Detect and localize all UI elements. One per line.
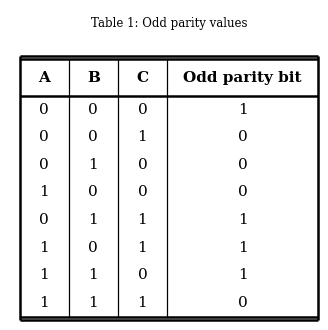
Text: A: A bbox=[38, 71, 50, 84]
Text: 1: 1 bbox=[39, 185, 49, 199]
Text: 1: 1 bbox=[238, 268, 247, 282]
Text: 0: 0 bbox=[39, 103, 49, 116]
Text: 0: 0 bbox=[138, 185, 147, 199]
Text: 1: 1 bbox=[138, 241, 147, 255]
Text: 1: 1 bbox=[138, 296, 147, 310]
Text: 1: 1 bbox=[89, 296, 98, 310]
Text: 0: 0 bbox=[39, 158, 49, 172]
Text: 1: 1 bbox=[39, 296, 49, 310]
Text: 0: 0 bbox=[89, 130, 98, 144]
Text: 1: 1 bbox=[238, 213, 247, 227]
Text: 0: 0 bbox=[89, 185, 98, 199]
Text: 0: 0 bbox=[138, 158, 147, 172]
Text: 0: 0 bbox=[238, 296, 247, 310]
Text: 0: 0 bbox=[138, 103, 147, 116]
Text: 0: 0 bbox=[138, 268, 147, 282]
Text: 1: 1 bbox=[89, 268, 98, 282]
Text: 0: 0 bbox=[238, 185, 247, 199]
Text: 1: 1 bbox=[238, 103, 247, 116]
Text: C: C bbox=[136, 71, 149, 84]
Text: B: B bbox=[87, 71, 100, 84]
Text: 1: 1 bbox=[39, 241, 49, 255]
Text: 1: 1 bbox=[39, 268, 49, 282]
Text: 0: 0 bbox=[39, 130, 49, 144]
Text: 1: 1 bbox=[238, 241, 247, 255]
Text: Table 1: Odd parity values: Table 1: Odd parity values bbox=[91, 16, 247, 30]
Text: 0: 0 bbox=[238, 158, 247, 172]
Text: 1: 1 bbox=[138, 130, 147, 144]
Text: 0: 0 bbox=[89, 103, 98, 116]
Text: 1: 1 bbox=[138, 213, 147, 227]
Text: Odd parity bit: Odd parity bit bbox=[183, 71, 302, 84]
Text: 0: 0 bbox=[238, 130, 247, 144]
Text: 0: 0 bbox=[39, 213, 49, 227]
Text: 1: 1 bbox=[89, 213, 98, 227]
Text: 1: 1 bbox=[89, 158, 98, 172]
Text: 0: 0 bbox=[89, 241, 98, 255]
